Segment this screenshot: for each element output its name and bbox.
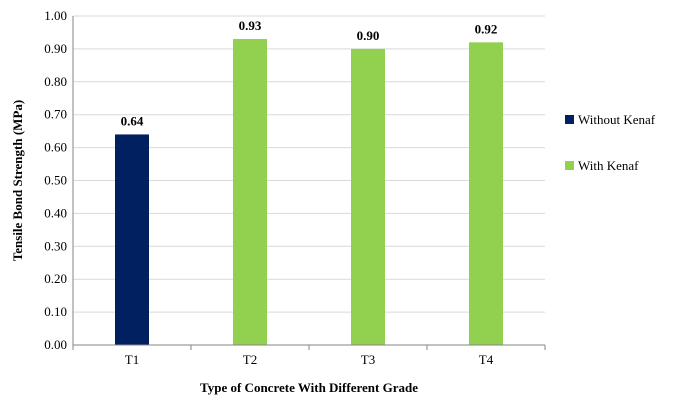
data-labels: 0.64 0.93 0.90 0.92 [121, 18, 498, 128]
gridlines [73, 15, 545, 313]
legend-label: With Kenaf [578, 158, 639, 173]
y-tick-label: 1.00 [44, 8, 67, 23]
x-tick-label: T4 [479, 352, 494, 367]
x-tick-label: T1 [125, 352, 139, 367]
x-tick-label: T3 [361, 352, 375, 367]
y-tick-label: 0.00 [44, 337, 67, 352]
y-tick-label: 0.90 [44, 41, 67, 56]
legend-swatch [565, 161, 574, 170]
y-tick-label: 0.80 [44, 74, 67, 89]
y-tick-label: 0.10 [44, 304, 67, 319]
data-label: 0.90 [357, 28, 380, 43]
legend: Without Kenaf With Kenaf [565, 112, 656, 173]
x-tick-label: T2 [243, 352, 257, 367]
y-axis-ticks: 0.00 0.10 0.20 0.30 0.40 0.50 0.60 0.70 0.80 0.90… [44, 8, 67, 352]
data-label: 0.93 [239, 18, 262, 33]
y-tick-label: 0.40 [44, 205, 67, 220]
x-axis-title: Type of Concrete With Different Grade [200, 380, 418, 395]
legend-label: Without Kenaf [578, 112, 656, 127]
data-label: 0.92 [475, 21, 498, 36]
y-tick-label: 0.20 [44, 271, 67, 286]
y-axis-title: Tensile Bond Strength (MPa) [10, 100, 25, 261]
bars [115, 39, 503, 346]
y-tick-label: 0.50 [44, 173, 67, 188]
bar-t1 [115, 134, 149, 345]
bar-t4 [469, 42, 503, 345]
data-label: 0.64 [121, 113, 144, 128]
y-tick-label: 0.60 [44, 140, 67, 155]
legend-swatch [565, 115, 574, 124]
y-tick-label: 0.30 [44, 238, 67, 253]
x-axis-ticks: T1 T2 T3 T4 [72, 345, 546, 367]
bar-t2 [233, 39, 267, 345]
bar-t3 [351, 48, 385, 346]
y-tick-label: 0.70 [44, 107, 67, 122]
